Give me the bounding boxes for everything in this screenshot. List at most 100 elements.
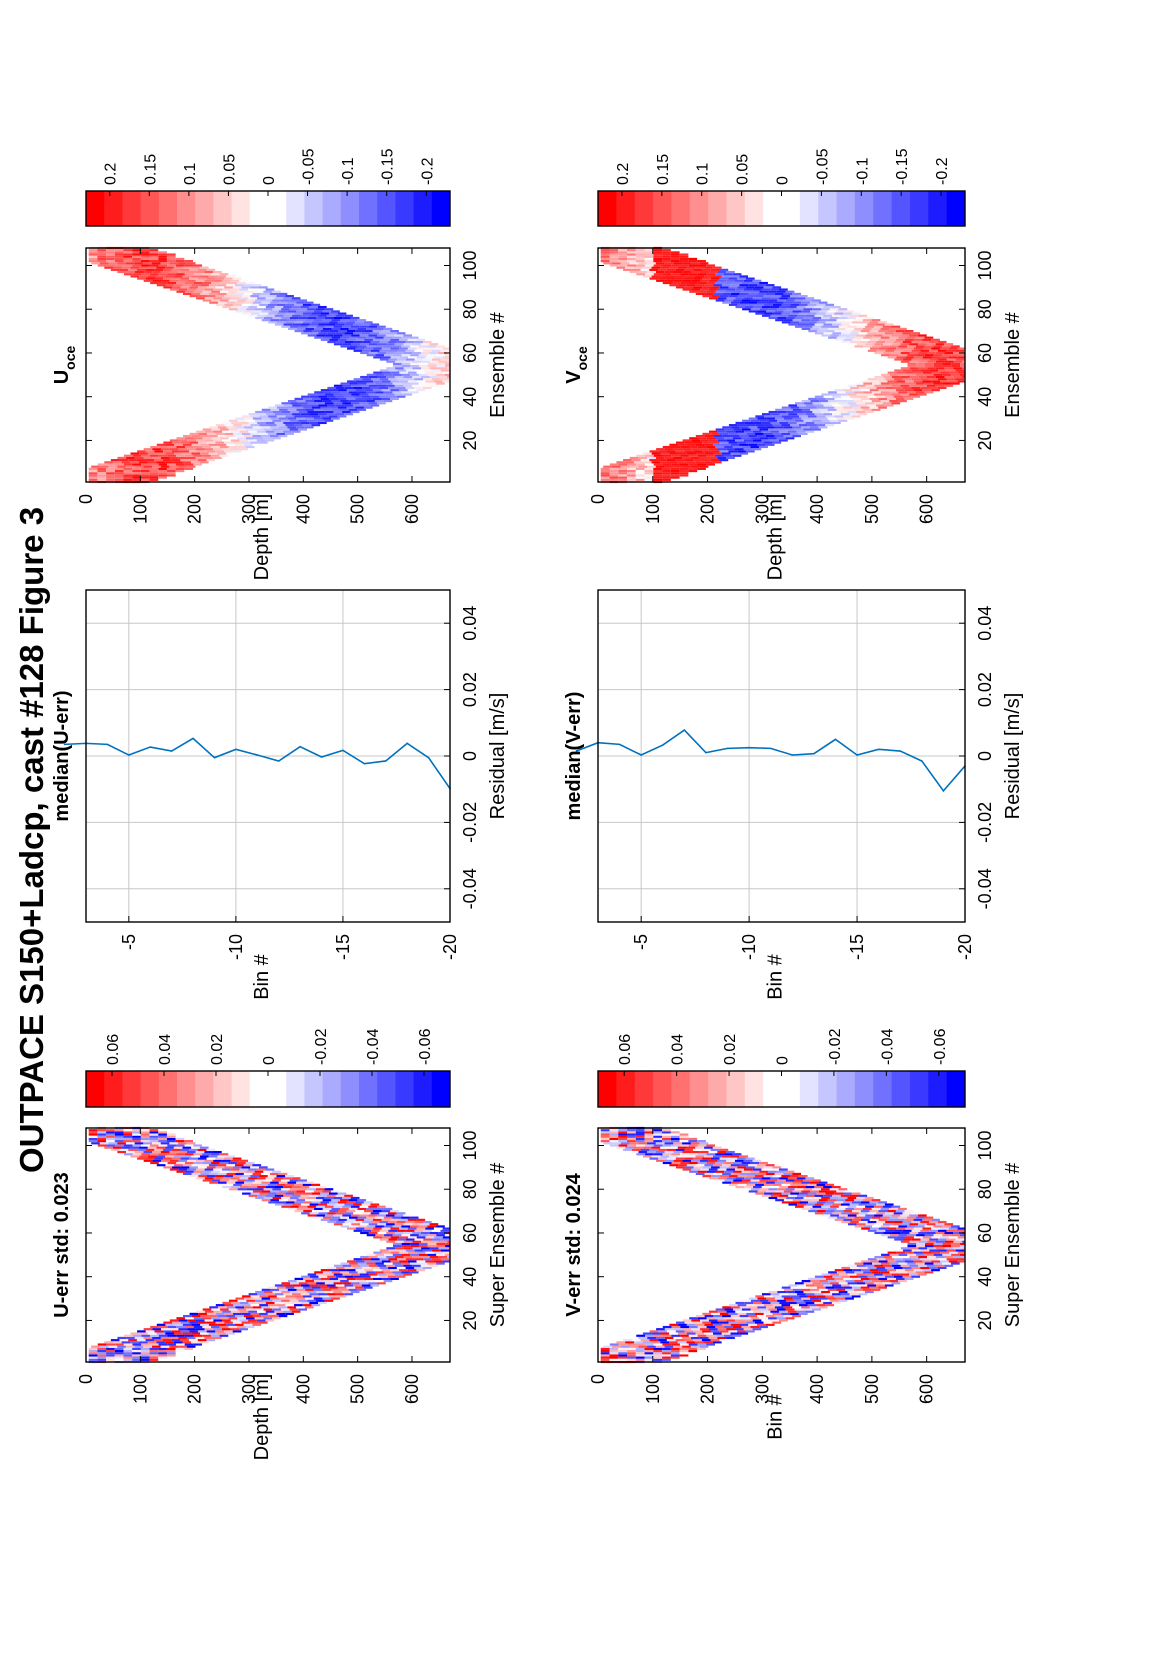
heatmap-cell xyxy=(410,1225,419,1228)
heatmap-cell xyxy=(176,445,185,449)
heatmap-cell xyxy=(757,310,767,313)
heatmap-cell xyxy=(197,1339,207,1342)
heatmap-cell xyxy=(863,399,872,403)
heatmap-cell xyxy=(320,338,330,341)
heatmap-cell xyxy=(123,1153,133,1156)
heatmap-cell xyxy=(375,354,385,357)
heatmap-cell xyxy=(955,1238,965,1241)
heatmap-cell xyxy=(779,1301,789,1305)
heatmap-cell xyxy=(366,354,376,357)
heatmap-cell xyxy=(217,443,227,446)
heatmap-cell xyxy=(252,292,262,296)
heatmap-cell xyxy=(627,474,636,477)
heatmap-cell xyxy=(150,445,159,449)
heatmap-cell xyxy=(152,1150,161,1154)
heatmap-cell xyxy=(237,308,247,311)
heatmap-cell xyxy=(695,1314,705,1318)
heatmap-cell xyxy=(722,292,731,296)
heatmap-cell xyxy=(887,356,897,359)
heatmap-cell xyxy=(922,338,932,341)
heatmap-cell xyxy=(896,1236,906,1239)
heatmap-cell xyxy=(416,380,426,383)
heatmap-cell xyxy=(805,323,815,326)
heatmap-cell xyxy=(241,1183,251,1186)
heatmap-cell xyxy=(154,459,164,462)
heatmap-cell xyxy=(274,421,284,425)
heatmap-cell xyxy=(845,1271,855,1274)
heatmap-cell xyxy=(757,1181,767,1184)
heatmap-cell xyxy=(911,1249,921,1252)
heatmap-cell xyxy=(410,373,419,376)
heatmap-cell xyxy=(620,1345,630,1348)
heatmap-cell xyxy=(363,1286,373,1289)
heatmap-cell xyxy=(627,463,637,466)
heatmap-cell xyxy=(748,1323,758,1326)
heatmap-cell xyxy=(366,382,376,385)
heatmap-cell xyxy=(750,437,760,440)
heatmap-cell xyxy=(206,286,216,289)
heatmap-cell xyxy=(922,371,932,374)
heatmap-cell xyxy=(377,325,386,328)
heatmap-cell xyxy=(381,1236,391,1239)
heatmap-cell xyxy=(860,321,870,324)
heatmap-cell xyxy=(224,277,233,280)
heatmap-cell xyxy=(261,1181,271,1184)
heatmap-cell xyxy=(427,1253,437,1256)
heatmap-cell xyxy=(147,452,157,455)
heatmap-cell xyxy=(775,1288,784,1291)
heatmap-cell xyxy=(285,312,295,315)
heatmap-cell xyxy=(228,299,238,302)
heatmap-cell xyxy=(697,1347,706,1350)
heatmap-cell xyxy=(849,413,859,416)
heatmap-cell xyxy=(849,314,859,317)
heatmap-cell xyxy=(948,371,958,374)
heatmap-cell xyxy=(627,1133,636,1136)
heatmap-cell xyxy=(397,1229,406,1232)
y-tick-label: -15 xyxy=(333,934,353,960)
heatmap-cell xyxy=(169,270,179,274)
heatmap-cell xyxy=(221,279,231,282)
heatmap-cell xyxy=(399,1269,408,1272)
heatmap-cell xyxy=(865,1214,875,1217)
colorbar-step xyxy=(158,1071,178,1107)
heatmap-cell xyxy=(373,371,382,374)
heatmap-cell xyxy=(781,1175,791,1178)
heatmap-cell xyxy=(744,1310,753,1313)
heatmap-cell xyxy=(335,413,345,416)
heatmap-cell xyxy=(799,1192,808,1195)
heatmap-cell xyxy=(429,351,439,355)
heatmap-cell xyxy=(895,1210,905,1213)
heatmap-cell xyxy=(858,314,868,317)
heatmap-cell xyxy=(715,437,725,440)
heatmap-cell xyxy=(388,386,397,390)
heatmap-cell xyxy=(97,478,107,481)
heatmap-cell xyxy=(104,1341,113,1344)
heatmap-cell xyxy=(635,472,645,475)
heatmap-cell xyxy=(383,1207,393,1211)
plot-frame xyxy=(85,1127,451,1363)
heatmap-cell xyxy=(248,1310,257,1313)
heatmap-cell xyxy=(421,1240,430,1243)
heatmap-cell xyxy=(97,1129,107,1132)
heatmap-cell xyxy=(149,1354,159,1357)
heatmap-cell xyxy=(653,474,663,477)
heatmap-cell xyxy=(257,421,266,425)
heatmap-cell xyxy=(442,371,450,374)
heatmap-cell xyxy=(263,290,273,293)
heatmap-cell xyxy=(735,297,745,300)
heatmap-cell xyxy=(407,380,417,383)
heatmap-cell xyxy=(752,297,762,300)
heatmap-cell xyxy=(333,1205,343,1208)
heatmap-cell xyxy=(764,1295,773,1298)
heatmap-cell xyxy=(425,1251,435,1254)
heatmap-cell xyxy=(267,303,277,306)
heatmap-cell xyxy=(629,1345,639,1348)
heatmap-cell xyxy=(812,1205,822,1208)
heatmap-cell xyxy=(392,1216,402,1219)
heatmap-cell xyxy=(383,1225,393,1228)
heatmap-cell xyxy=(874,375,884,379)
heatmap-cell xyxy=(746,1183,756,1186)
heatmap-cell xyxy=(933,365,943,368)
heatmap-cell xyxy=(88,476,98,479)
heatmap-cell xyxy=(348,408,358,411)
